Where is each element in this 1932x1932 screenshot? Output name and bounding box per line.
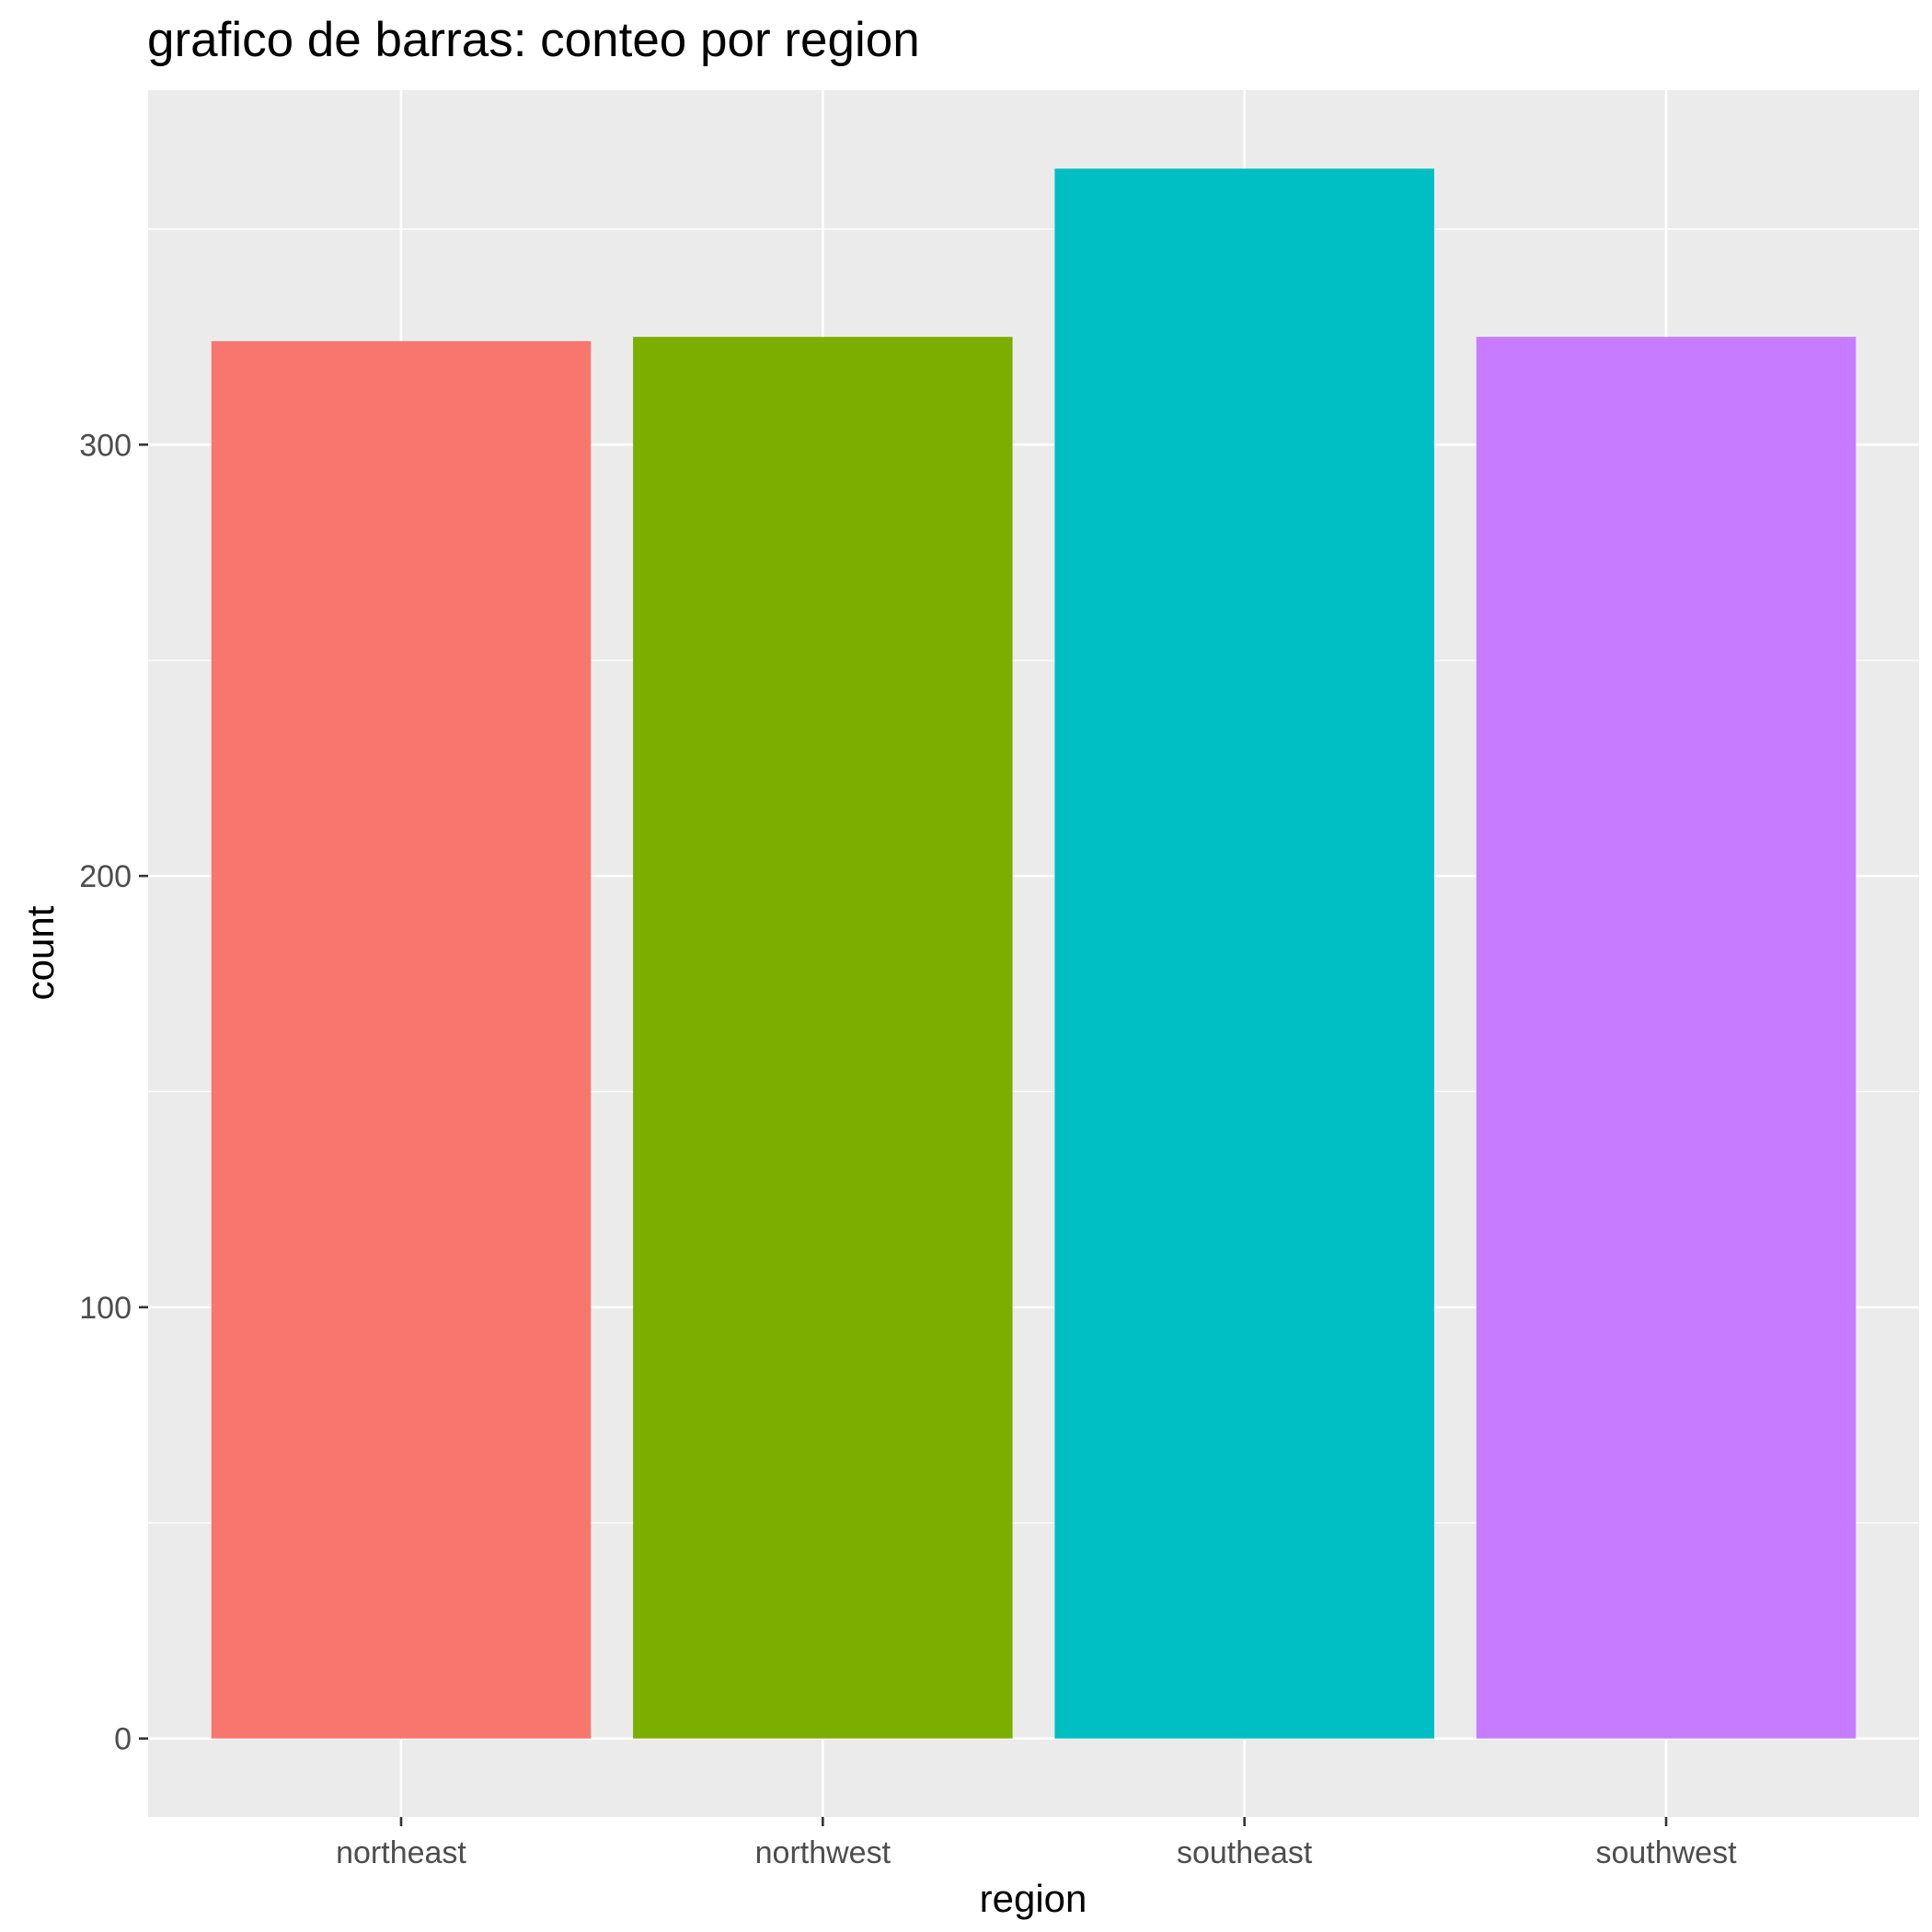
x-axis-title: region: [980, 1877, 1087, 1920]
y-tick-label: 0: [114, 1722, 132, 1757]
x-tick-label: southeast: [1177, 1835, 1313, 1870]
y-axis-title: count: [18, 905, 62, 1000]
bar-northwest: [633, 337, 1013, 1739]
x-tick-label: northwest: [755, 1835, 891, 1870]
chart-title: grafico de barras: conteo por region: [147, 13, 920, 67]
x-tick-label: southwest: [1595, 1835, 1737, 1870]
y-axis: 0 100 200 300: [79, 428, 148, 1757]
y-tick-label: 200: [79, 859, 132, 894]
bar-southeast: [1054, 168, 1434, 1739]
bar-southwest: [1476, 337, 1857, 1739]
x-tick-label: northeast: [336, 1835, 466, 1870]
bar-northeast: [211, 340, 592, 1739]
y-tick-label: 300: [79, 428, 132, 463]
y-tick-label: 100: [79, 1291, 132, 1326]
bars: [211, 168, 1857, 1739]
x-axis: northeast northwest southeast southwest: [336, 1817, 1737, 1870]
